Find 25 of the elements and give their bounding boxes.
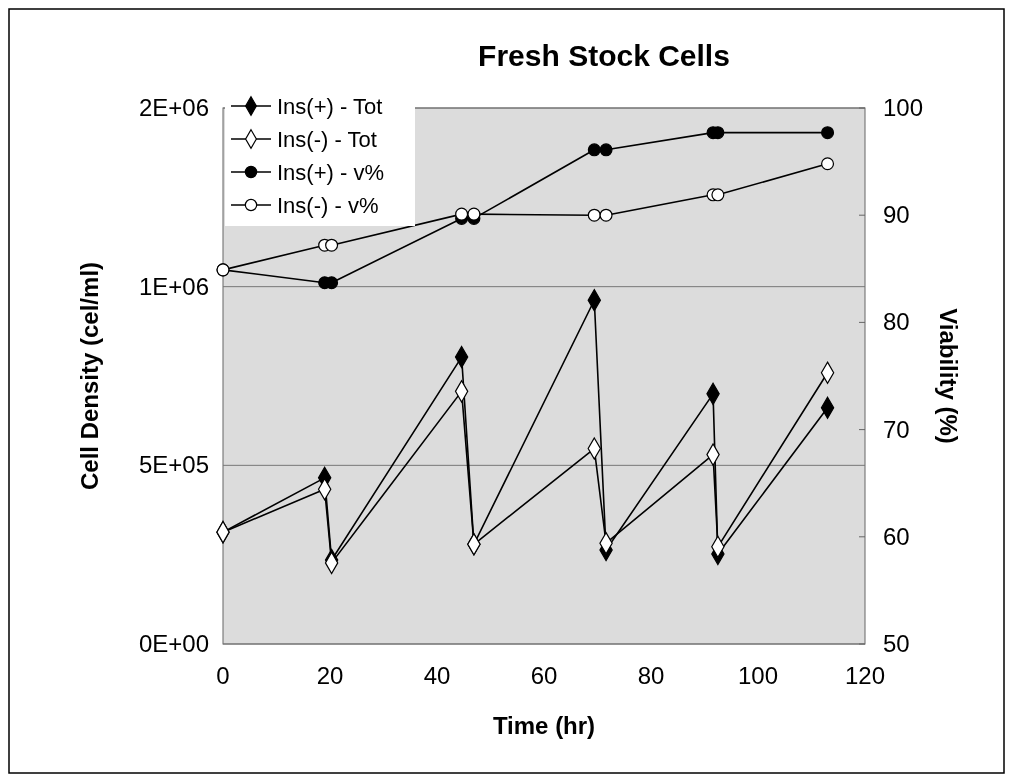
- legend-label: Ins(+) - v%: [277, 160, 384, 185]
- y2-tick-label: 50: [883, 630, 910, 657]
- y-tick-label: 5E+05: [138, 451, 209, 479]
- y2-axis-title: Viability (%): [935, 308, 962, 444]
- x-tick-label: 40: [423, 662, 451, 689]
- y2-tick-label: 90: [883, 201, 910, 229]
- y2-tick-label: 80: [883, 308, 910, 336]
- legend-label: Ins(-) - Tot: [277, 127, 377, 152]
- x-axis-title: Time (hr): [492, 712, 596, 739]
- legend-label: Ins(+) - Tot: [277, 94, 383, 119]
- y-tick-label: 2E+06: [138, 94, 209, 121]
- y-axis-title: Cell Density (cel/ml): [76, 261, 103, 491]
- x-tick-label: 80: [637, 662, 665, 689]
- x-tick-label: 100: [737, 662, 779, 689]
- y-tick-label: 0E+00: [138, 630, 209, 657]
- x-tick-label: 20: [316, 662, 344, 689]
- y2-tick-label: 70: [883, 415, 910, 443]
- legend-label: Ins(-) - v%: [277, 193, 379, 218]
- y2-tick-label: 60: [883, 522, 910, 550]
- y2-tick-label: 100: [883, 94, 924, 121]
- y-tick-label: 1E+06: [138, 272, 209, 300]
- chart-title: Fresh Stock Cells: [478, 39, 730, 72]
- x-tick-label: 120: [844, 662, 886, 689]
- x-tick-label: 0: [216, 662, 230, 689]
- x-tick-label: 60: [530, 662, 558, 689]
